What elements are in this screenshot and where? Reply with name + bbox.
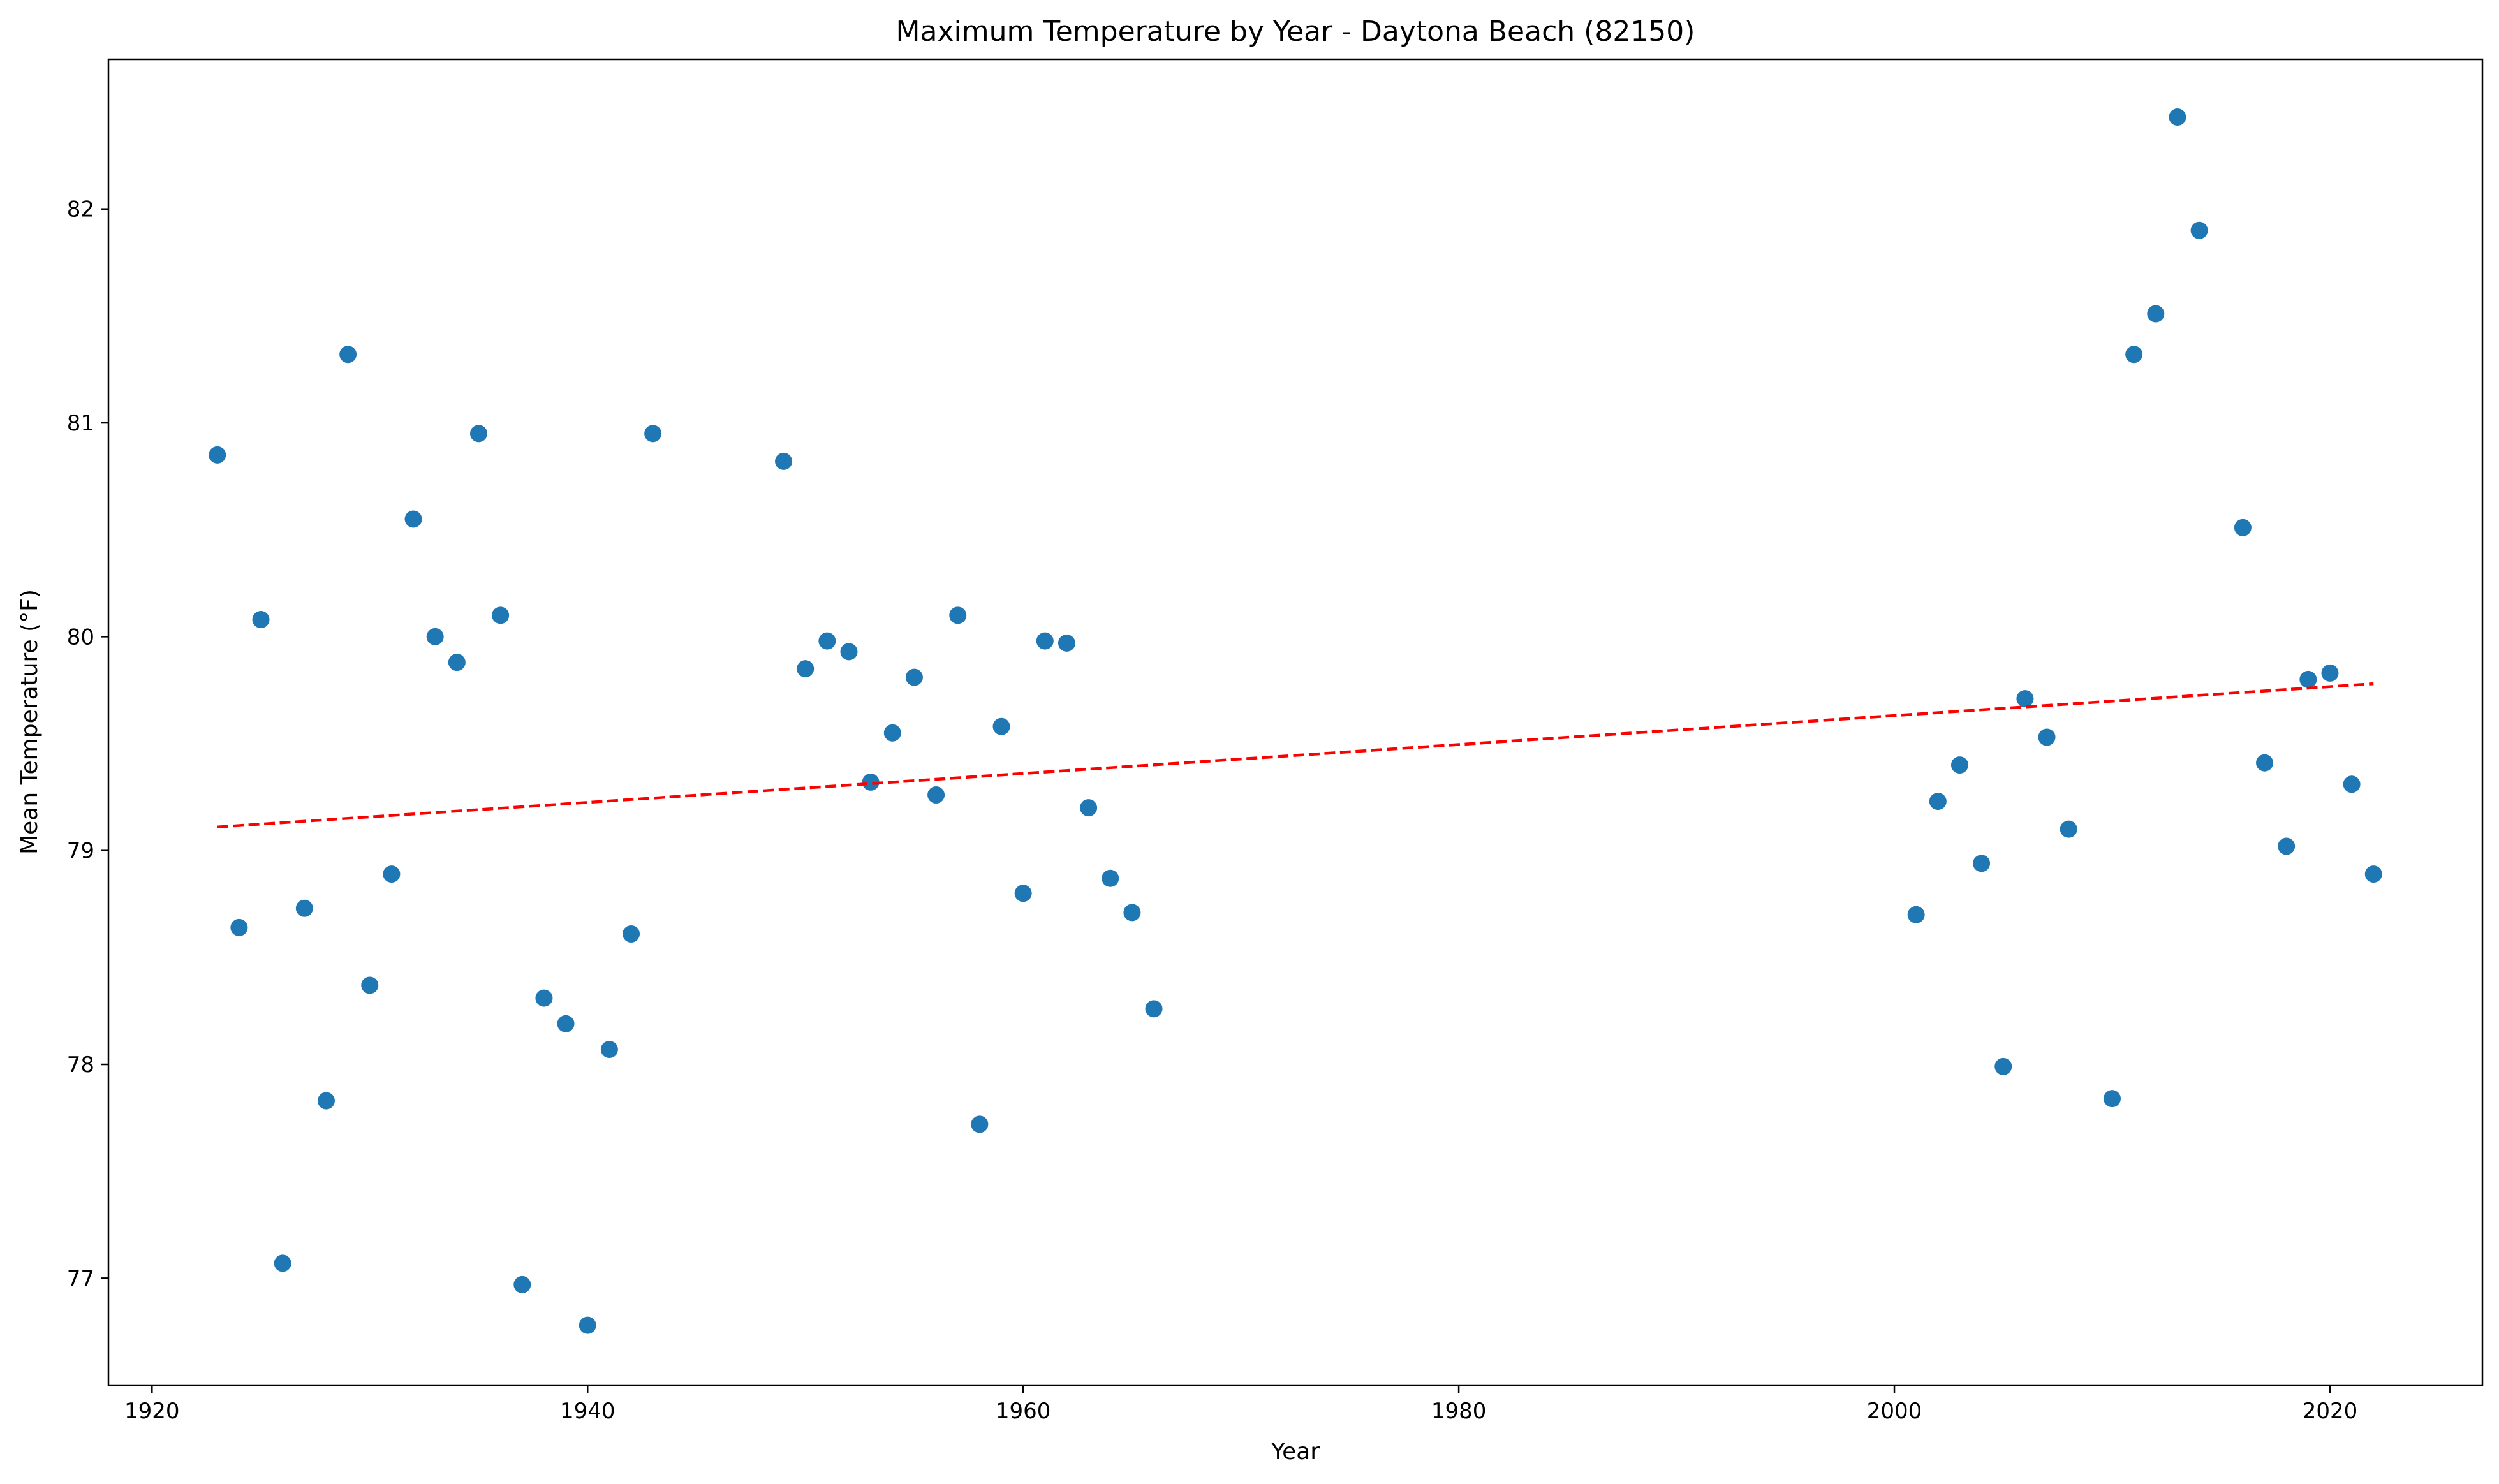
data-point <box>209 446 226 464</box>
data-point <box>557 1015 575 1032</box>
data-point <box>949 606 967 624</box>
trend-line <box>217 682 2374 829</box>
data-point <box>2125 346 2143 364</box>
data-point <box>1994 1057 2012 1075</box>
data-point <box>295 899 313 917</box>
data-point <box>2147 305 2165 323</box>
data-point <box>2256 754 2274 772</box>
data-point <box>492 606 510 624</box>
data-point <box>2190 221 2208 239</box>
data-point <box>230 918 248 936</box>
data-point <box>2278 837 2296 855</box>
data-point <box>1036 632 1054 650</box>
x-tick-label: 2020 <box>2303 1399 2358 1424</box>
y-tick-label: 81 <box>67 411 94 436</box>
data-point <box>862 773 880 791</box>
x-tick-label: 1920 <box>124 1399 180 1424</box>
data-point <box>623 925 640 943</box>
data-point <box>2343 775 2361 793</box>
data-point <box>317 1092 335 1110</box>
data-point <box>797 660 815 678</box>
data-point <box>1123 904 1141 922</box>
data-point <box>513 1275 531 1293</box>
data-point <box>252 611 270 629</box>
data-point <box>579 1316 596 1334</box>
data-point <box>426 628 444 645</box>
chart-title: Maximum Temperature by Year - Daytona Be… <box>896 15 1695 48</box>
data-point <box>1145 1000 1163 1018</box>
data-point <box>818 632 836 650</box>
x-tick-label: 2000 <box>1867 1399 1922 1424</box>
data-point <box>644 425 662 443</box>
y-axis-label: Mean Temperature (°F) <box>17 589 43 855</box>
data-point <box>383 865 401 883</box>
data-point <box>1014 885 1032 902</box>
data-point <box>2299 670 2317 688</box>
data-point <box>2364 865 2382 883</box>
x-tick-label: 1980 <box>1431 1399 1487 1424</box>
data-point <box>2169 108 2186 126</box>
y-tick-label: 77 <box>67 1266 94 1291</box>
x-axis-label: Year <box>1271 1439 1320 1465</box>
data-point <box>469 425 487 443</box>
data-point <box>883 724 901 742</box>
data-point <box>2016 690 2034 708</box>
x-tick-label: 1960 <box>996 1399 1051 1424</box>
data-point <box>775 452 793 470</box>
x-tick-label: 1940 <box>560 1399 616 1424</box>
data-point <box>905 668 923 686</box>
y-tick-label: 80 <box>67 624 94 650</box>
data-point <box>2321 664 2339 682</box>
data-point <box>361 976 379 994</box>
data-point <box>971 1115 989 1133</box>
data-point <box>404 510 422 528</box>
plot-area <box>209 108 2382 1334</box>
data-point <box>339 346 357 364</box>
data-point <box>1950 756 1968 774</box>
data-point <box>448 654 466 672</box>
data-point <box>840 643 858 661</box>
data-point <box>274 1254 291 1272</box>
x-axis: 1920 1940 1960 1980 2000 2020 <box>124 1385 2357 1424</box>
data-point <box>2234 518 2252 536</box>
data-point <box>1907 906 1925 923</box>
data-point <box>535 989 553 1007</box>
data-point <box>600 1041 618 1059</box>
y-tick-label: 82 <box>67 197 94 223</box>
data-point <box>927 786 945 804</box>
data-point <box>2060 820 2077 838</box>
data-point <box>2038 728 2056 746</box>
y-tick-label: 78 <box>67 1052 94 1078</box>
plot-frame <box>107 58 2484 1386</box>
data-point <box>992 717 1010 735</box>
data-point <box>1973 855 1991 872</box>
data-point <box>1080 799 1098 817</box>
y-axis: 77 78 79 80 81 82 <box>67 197 108 1291</box>
data-point <box>1929 793 1947 811</box>
data-point <box>1058 634 1075 652</box>
data-point <box>1102 869 1119 887</box>
y-tick-label: 79 <box>67 839 94 864</box>
data-point <box>2104 1090 2121 1108</box>
